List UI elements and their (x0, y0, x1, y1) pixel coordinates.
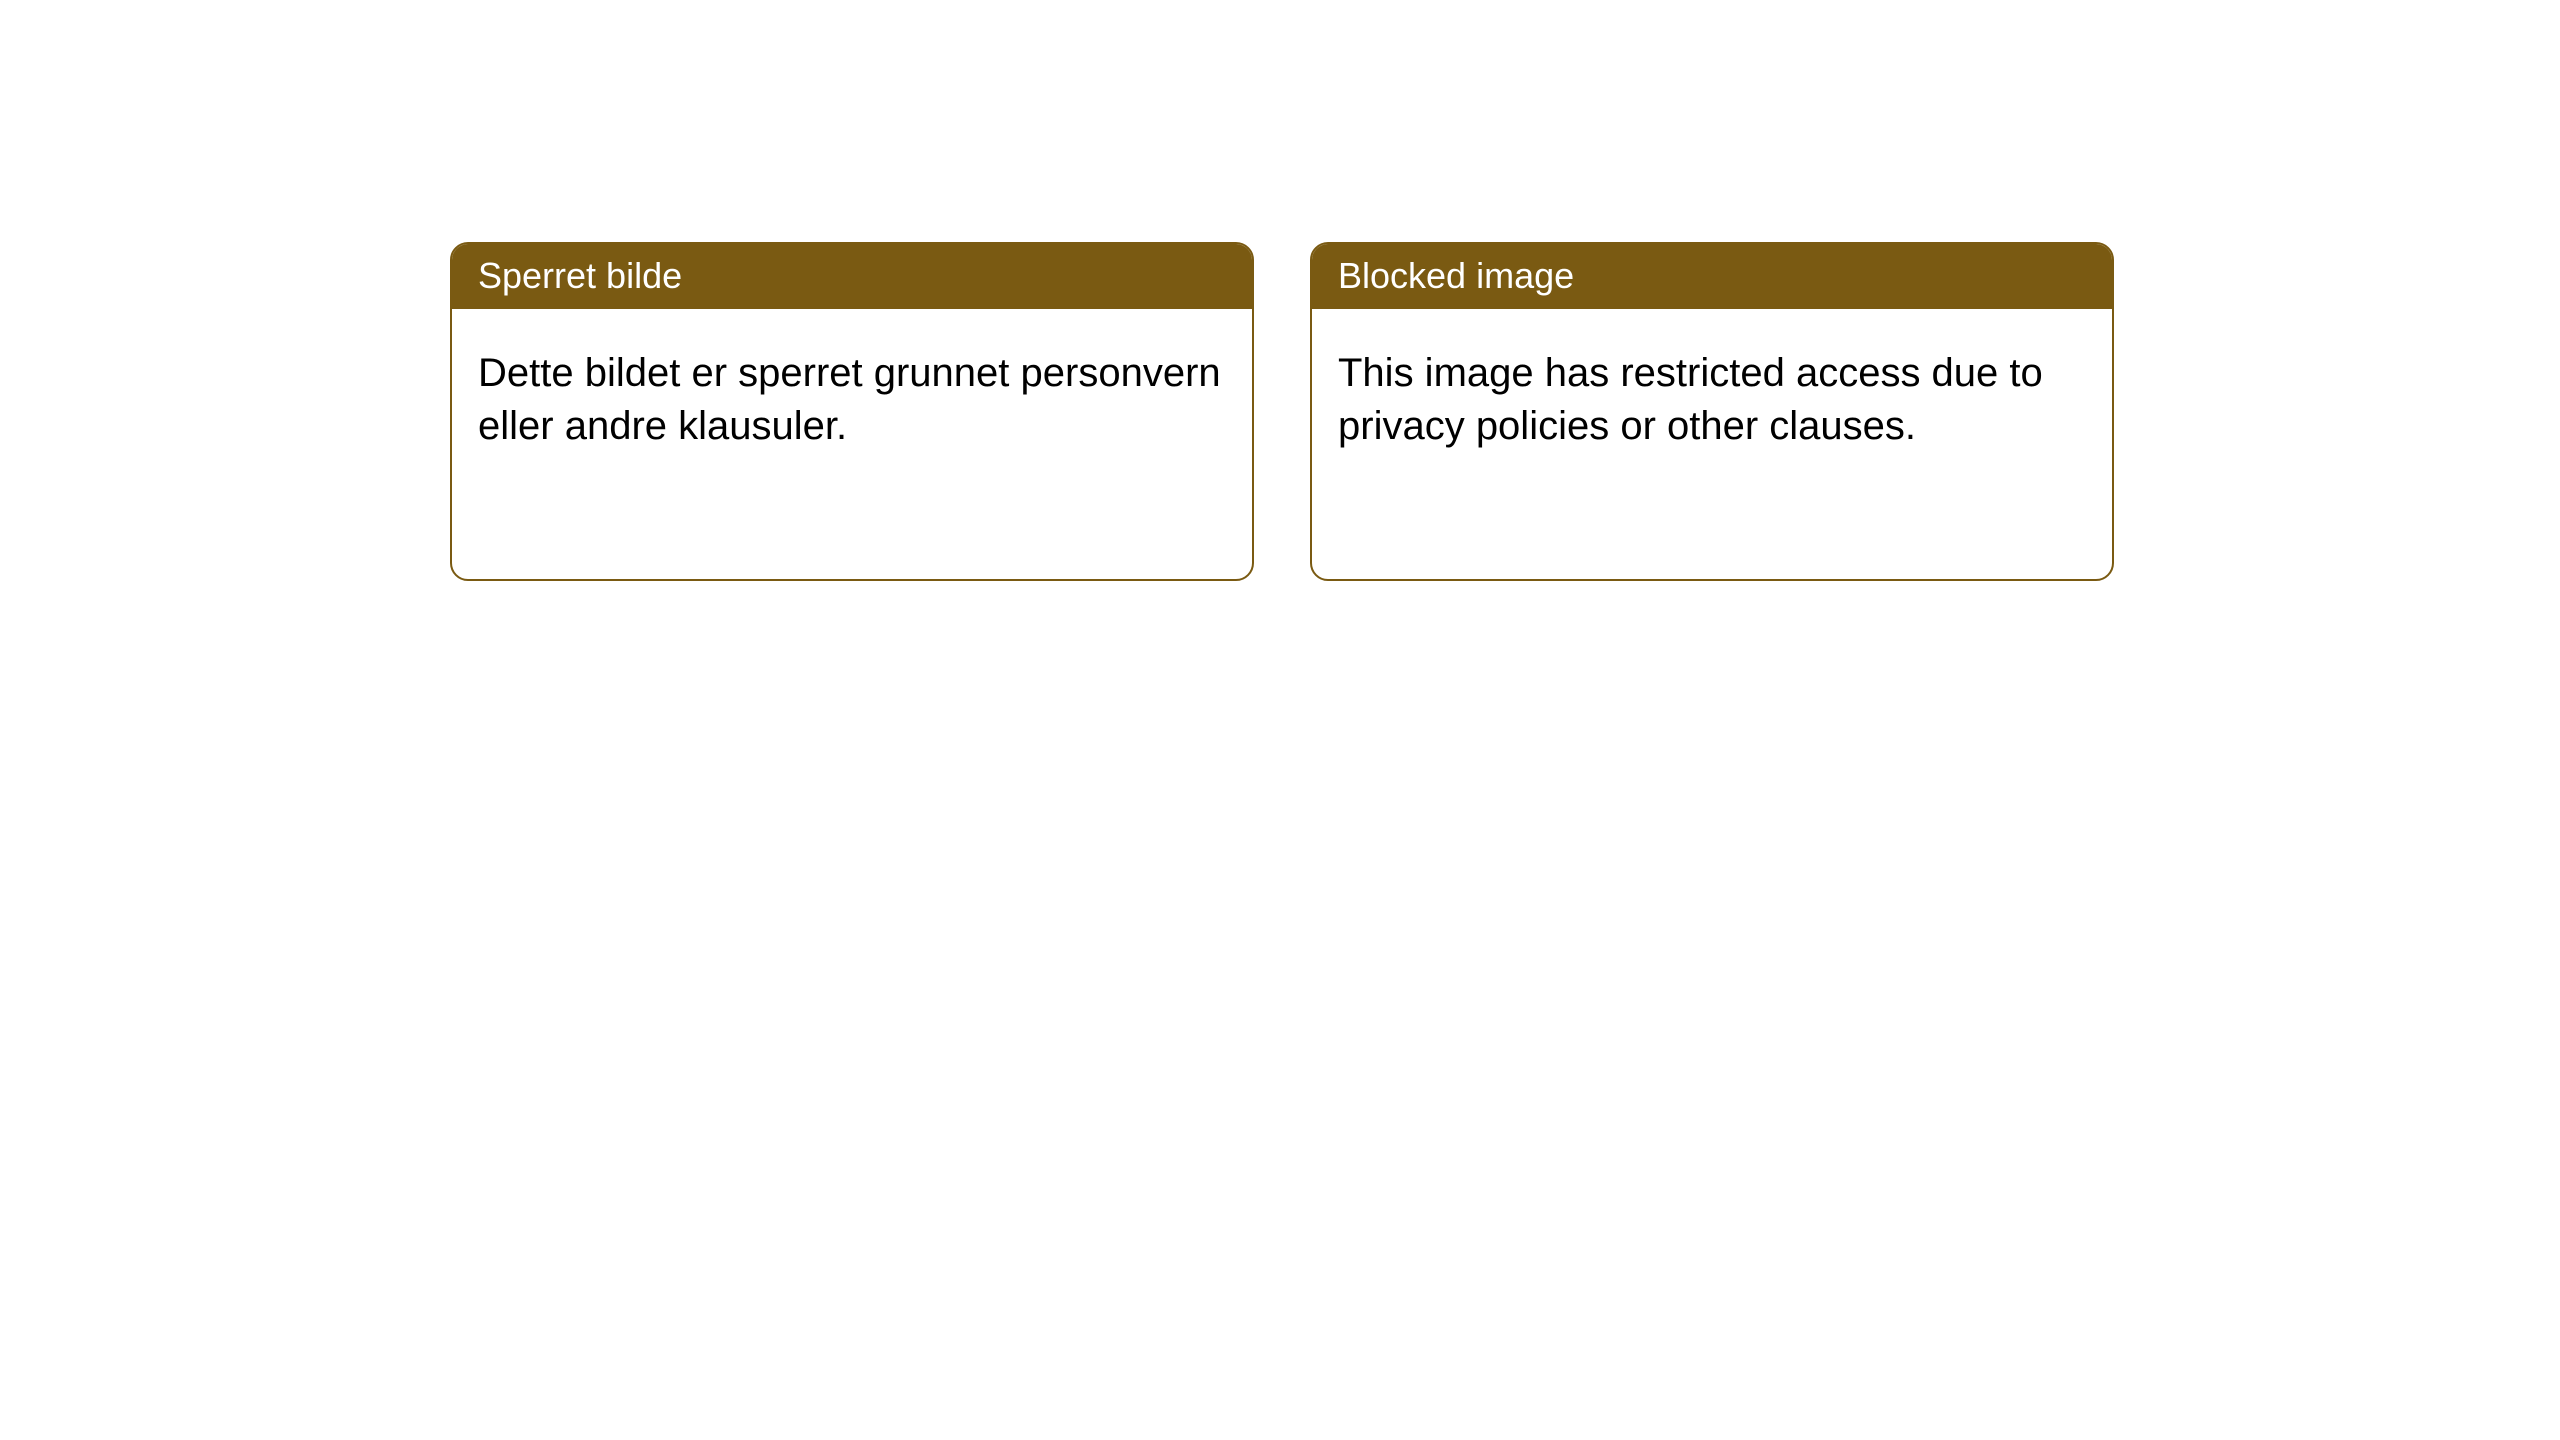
notice-box-no: Sperret bilde Dette bildet er sperret gr… (450, 242, 1254, 581)
notice-body-en: This image has restricted access due to … (1312, 309, 2112, 579)
notice-title-en: Blocked image (1312, 244, 2112, 309)
notice-title-no: Sperret bilde (452, 244, 1252, 309)
notice-container: Sperret bilde Dette bildet er sperret gr… (0, 0, 2560, 581)
notice-box-en: Blocked image This image has restricted … (1310, 242, 2114, 581)
notice-body-no: Dette bildet er sperret grunnet personve… (452, 309, 1252, 579)
